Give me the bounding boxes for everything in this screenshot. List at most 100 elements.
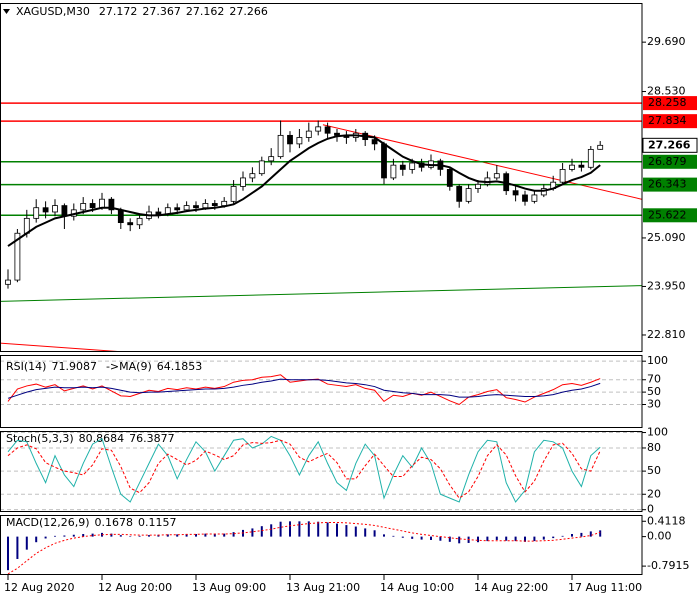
histogram-bar [54, 535, 56, 537]
histogram-bar [524, 536, 526, 542]
histogram-bar [157, 534, 160, 537]
level-label: 26.879 [648, 155, 687, 168]
y-tick-label: 50 [647, 385, 661, 398]
histogram-bar [561, 535, 564, 537]
rsi-value: 71.9087 [51, 360, 97, 373]
histogram-bar [270, 524, 273, 537]
candle-body [475, 183, 481, 189]
candle-body [221, 200, 228, 206]
histogram-bar [279, 521, 282, 537]
candle-body [587, 149, 594, 168]
candle-body [99, 198, 105, 209]
panel-frame [0, 431, 643, 512]
candle-body [559, 169, 566, 183]
macd-header: MACD(12,26,9) 0.1678 0.1157 [6, 516, 177, 529]
panel [0, 432, 642, 511]
panel-frame [0, 355, 643, 428]
histogram-bar [439, 536, 442, 541]
level-label: 26.343 [648, 178, 687, 191]
rsi-ma-label: ->MA(9) [106, 360, 152, 373]
candle-body [315, 126, 322, 132]
histogram-bar [119, 535, 122, 537]
candle-body [399, 164, 406, 170]
y-tick-label: 0.00 [647, 530, 672, 543]
y-tick-label: -0.7915 [647, 559, 689, 572]
histogram-bar [110, 533, 113, 537]
level-label-box [643, 154, 697, 169]
candle-body [33, 207, 40, 219]
candle-body [136, 217, 143, 226]
candle-body [540, 188, 547, 196]
histogram-bar [364, 528, 367, 537]
y-tick-label: 22.810 [647, 328, 686, 341]
x-tick-label: 12 Aug 20:00 [98, 581, 172, 594]
histogram-bar [82, 534, 85, 537]
level-label-box [643, 96, 697, 111]
histogram-bar [148, 535, 150, 537]
level-label: 27.834 [648, 114, 687, 127]
candle-body [268, 156, 275, 162]
histogram-bar [326, 522, 329, 537]
stoch-signal-value: 76.3877 [129, 432, 175, 445]
histogram-bar [392, 535, 395, 537]
candle-body [14, 232, 21, 281]
histogram-bar [373, 530, 376, 537]
histogram-bar [477, 536, 479, 543]
histogram-bar [589, 531, 592, 537]
candle-body [296, 137, 303, 145]
histogram-bar [185, 534, 188, 537]
indicator-line [7, 374, 601, 406]
menu-arrow[interactable] [3, 9, 10, 14]
candle-body [390, 164, 397, 179]
histogram-bar [336, 523, 338, 537]
histogram-bar [505, 536, 508, 541]
stoch-label: Stoch(5,3,3) [6, 432, 74, 445]
panel [0, 360, 642, 406]
last-price-label: 27.266 [648, 138, 691, 151]
y-tick-label: 20 [647, 487, 661, 500]
y-tick-label: 29.690 [647, 35, 686, 48]
candle-body [324, 126, 331, 134]
level-label-box [643, 208, 697, 223]
candle-body [108, 198, 115, 211]
y-tick-label: 0 [647, 503, 654, 516]
panel-frame [0, 515, 643, 575]
main-header: XAGUSD,M30 27.172 27.367 27.162 27.266 [16, 5, 268, 18]
histogram-bar [401, 536, 404, 538]
level-label: 25.622 [648, 208, 687, 221]
stoch-header: Stoch(5,3,3) 80.8684 76.3877 [6, 432, 175, 445]
candle-body [465, 188, 472, 202]
histogram-bar [195, 534, 197, 537]
high-value: 27.367 [142, 5, 181, 18]
histogram-bar [495, 536, 498, 540]
histogram-bar [317, 521, 320, 537]
rsi-header: RSI(14) 71.9087 ->MA(9) 64.1853 [6, 360, 202, 373]
candle-body [42, 207, 49, 213]
histogram-bar [223, 533, 226, 537]
histogram-bar [599, 530, 602, 537]
candle-body [334, 132, 340, 136]
panel [0, 102, 642, 352]
level-label-box [643, 114, 697, 129]
x-tick-label: 14 Aug 22:00 [474, 581, 548, 594]
histogram-bar [232, 532, 235, 537]
histogram-bar [166, 534, 169, 537]
histogram-bar [430, 536, 432, 540]
candle-body [183, 205, 190, 211]
level-label-box [643, 177, 697, 192]
candle-body [211, 203, 218, 206]
candle-body [89, 203, 96, 209]
rsi-ma-value: 64.1853 [157, 360, 203, 373]
candle-body [5, 279, 11, 285]
histogram-bar [289, 521, 291, 537]
candle-body [569, 164, 575, 170]
candle-body [597, 144, 604, 150]
panel-frame [0, 3, 643, 352]
close-value: 27.266 [229, 5, 268, 18]
histogram-bar [571, 534, 573, 537]
candle-body [127, 222, 134, 226]
y-tick-label: 23.950 [647, 279, 686, 292]
candle-body [456, 186, 463, 202]
